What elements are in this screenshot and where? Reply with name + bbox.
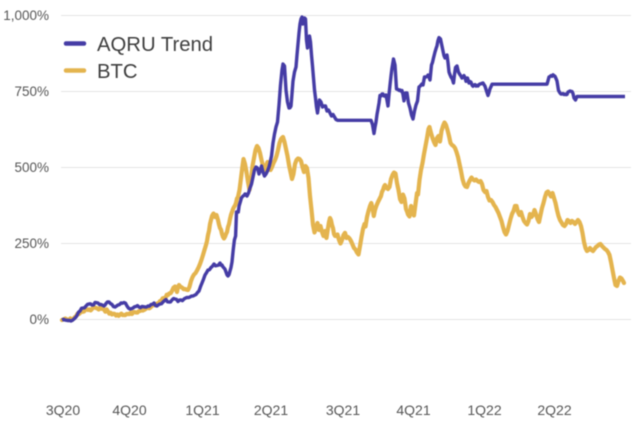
svg-text:0%: 0%	[29, 312, 49, 327]
svg-text:BTC: BTC	[97, 61, 138, 83]
svg-text:4Q21: 4Q21	[396, 402, 430, 418]
svg-text:1Q22: 1Q22	[467, 402, 501, 418]
svg-text:1Q21: 1Q21	[185, 402, 219, 418]
svg-text:2Q21: 2Q21	[254, 402, 288, 418]
svg-text:750%: 750%	[14, 84, 49, 99]
svg-text:1,000%: 1,000%	[3, 8, 49, 23]
svg-text:250%: 250%	[14, 236, 49, 251]
svg-text:500%: 500%	[14, 160, 49, 175]
svg-text:2Q22: 2Q22	[537, 402, 571, 418]
svg-text:AQRU Trend: AQRU Trend	[97, 34, 213, 56]
svg-text:3Q21: 3Q21	[326, 402, 360, 418]
svg-text:4Q20: 4Q20	[112, 402, 146, 418]
svg-text:3Q20: 3Q20	[46, 402, 80, 418]
